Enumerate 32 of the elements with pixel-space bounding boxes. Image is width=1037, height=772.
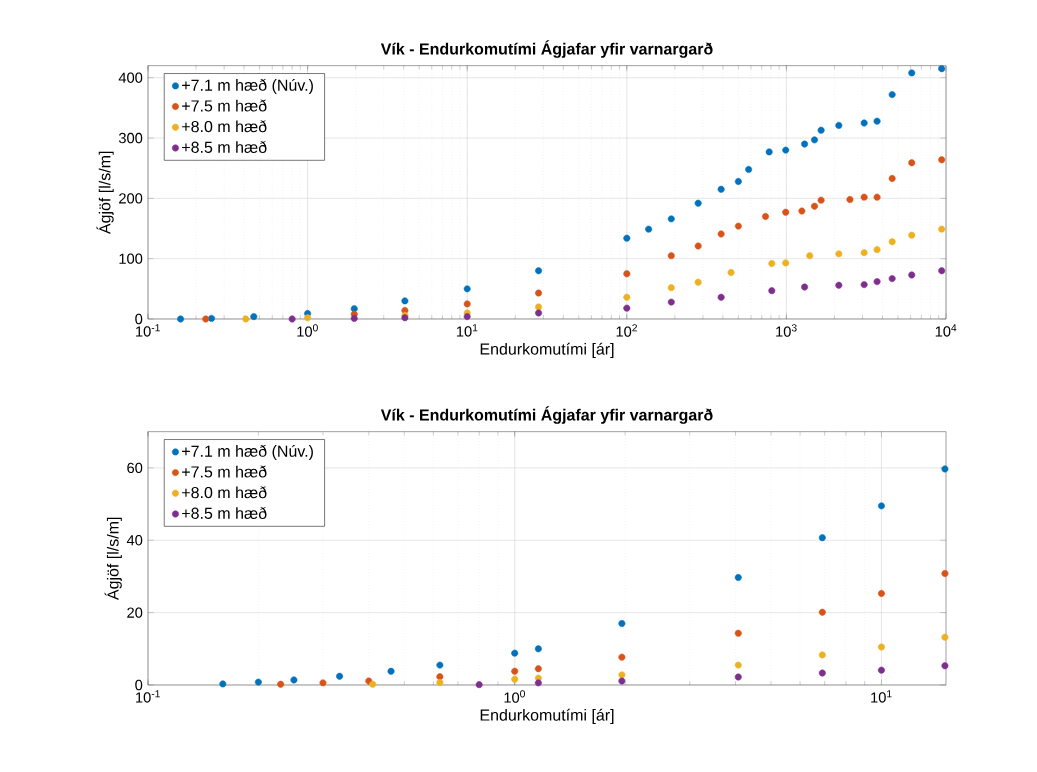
y-axis-title: Ágjöf [l/s/m] xyxy=(104,517,122,601)
x-axis-title: Endurkomutími [ár] xyxy=(480,342,614,358)
y-tick-label: 20 xyxy=(127,607,143,618)
legend-label: +8.0 m hæð xyxy=(182,486,267,499)
y-tick-label: 400 xyxy=(118,72,143,83)
y-tick-label: 60 xyxy=(127,462,143,474)
legend-label: +8.0 m hæð xyxy=(182,120,267,133)
chart-title: Vík - Endurkomutími Ágjafar yfir varnargarð xyxy=(380,40,713,58)
legend-label: +7.1 m hæð (Núv.) xyxy=(182,78,313,94)
y-tick-label: 300 xyxy=(118,132,143,144)
x-axis-title: Endurkomutími [ár] xyxy=(480,708,614,724)
x-tick-label: 10$^{1}$ xyxy=(456,324,478,337)
y-axis-title: Ágjöf [l/s/m] xyxy=(96,151,114,235)
x-tick-label: 10$^{-1}$ xyxy=(136,690,160,703)
x-tick-label: 10$^{2}$ xyxy=(616,324,637,337)
y-tick-label: 200 xyxy=(119,193,143,204)
y-tick-label: 100 xyxy=(119,253,143,264)
x-tick-label: 10$^{0}$ xyxy=(297,324,318,337)
legend-label: +7.5 m hæð xyxy=(182,99,267,112)
chart-title: Vík - Endurkomutími Ágjafar yfir varnargarð xyxy=(380,406,713,424)
legend-label: +8.5 m hæð xyxy=(182,140,267,153)
y-tick-label: 40 xyxy=(126,535,143,546)
x-tick-label: 10$^{-1}$ xyxy=(136,324,160,337)
legend-label: +8.5 m hæð xyxy=(182,506,267,519)
legend-label: +7.5 m hæð xyxy=(182,465,267,478)
legend-label: +7.1 m hæð (Núv.) xyxy=(182,444,313,460)
x-tick-label: 10$^{1}$ xyxy=(871,690,892,703)
x-tick-label: 10$^{3}$ xyxy=(776,324,797,337)
y-tick-label: 0 xyxy=(135,313,143,325)
x-tick-label: 10$^{0}$ xyxy=(504,690,525,703)
y-tick-label: 0 xyxy=(135,679,143,691)
x-tick-label: 10$^{4}$ xyxy=(935,324,957,337)
